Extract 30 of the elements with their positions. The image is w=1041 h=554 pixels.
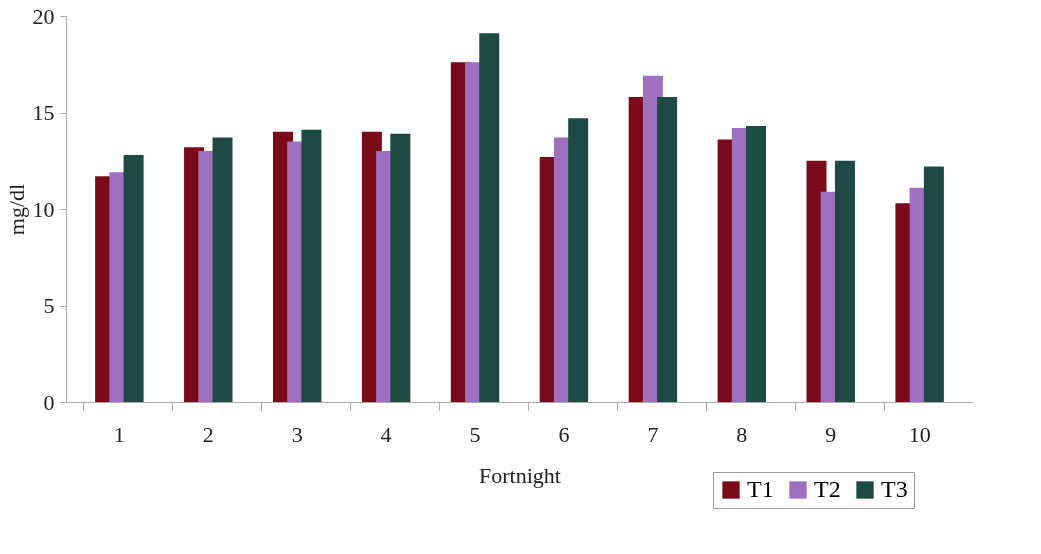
y-tick-label: 10: [32, 196, 55, 222]
x-tick-label: 6: [558, 421, 570, 447]
legend-label: T2: [814, 476, 841, 502]
y-tick-label: 0: [43, 389, 55, 415]
bar: [212, 137, 233, 402]
x-tick-label: 1: [113, 421, 125, 447]
y-axis-title: mg/dl: [3, 183, 29, 236]
x-tick-label: 7: [647, 421, 659, 447]
bar: [301, 129, 322, 402]
bar: [657, 97, 678, 402]
y-tick-label: 15: [32, 100, 55, 125]
legend-label: T3: [881, 476, 908, 502]
y-tick-label: 5: [43, 293, 55, 318]
x-tick-label: 4: [380, 421, 392, 447]
x-tick-label: 3: [291, 421, 303, 447]
x-tick-label: 10: [908, 421, 931, 447]
x-tick-label: 9: [825, 421, 837, 447]
y-tick-label: 20: [32, 3, 55, 29]
x-axis-title: Fortnight: [479, 462, 561, 488]
x-tick-label: 5: [469, 421, 481, 447]
bar: [746, 126, 767, 402]
bar: [834, 160, 855, 402]
bar: [123, 154, 144, 402]
x-tick-label: 2: [202, 421, 214, 447]
bar: [390, 133, 411, 402]
bar: [923, 166, 944, 402]
bar: [568, 118, 589, 402]
x-tick-label: 8: [736, 421, 748, 447]
legend-label: T1: [747, 476, 774, 502]
bar: [479, 33, 500, 402]
